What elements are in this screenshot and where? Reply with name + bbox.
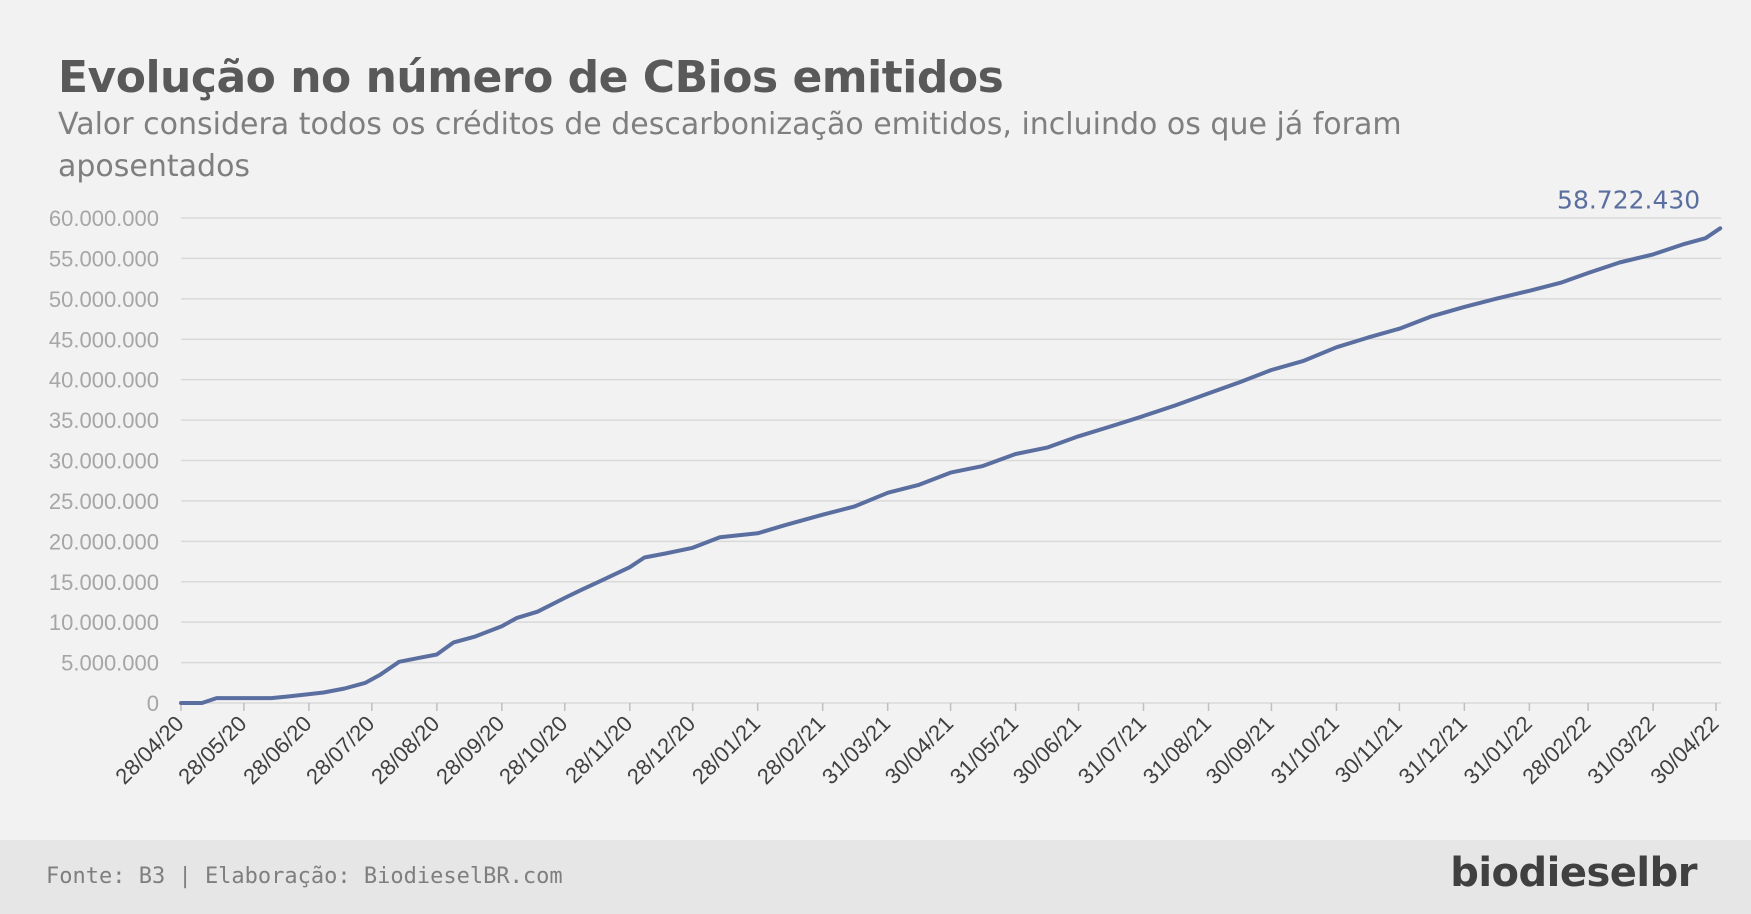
x-tick-label: 28/02/21 xyxy=(752,711,830,789)
series-line xyxy=(179,226,1723,705)
x-tick-label: 30/06/21 xyxy=(1008,711,1086,789)
data-label: 58.722.430 xyxy=(1557,185,1700,214)
gridlines xyxy=(181,217,1721,664)
y-tick-label: 40.000.000 xyxy=(49,368,159,393)
y-tick-label: 0 xyxy=(147,691,159,716)
x-tick-label: 31/05/21 xyxy=(945,711,1023,789)
x-tick-label: 30/09/21 xyxy=(1201,711,1279,789)
y-tick-label: 20.000.000 xyxy=(49,529,159,554)
data-labels: 58.722.430 xyxy=(1557,185,1700,214)
x-tick-label: 31/08/21 xyxy=(1138,711,1216,789)
y-tick-label: 25.000.000 xyxy=(49,489,159,514)
x-tick-label: 28/05/20 xyxy=(173,711,251,789)
y-tick-label: 50.000.000 xyxy=(49,287,159,312)
x-tick-label: 28/01/21 xyxy=(687,711,765,789)
y-tick-label: 30.000.000 xyxy=(49,449,159,474)
x-tick-label: 31/10/21 xyxy=(1266,711,1344,789)
y-tick-label: 15.000.000 xyxy=(49,570,159,595)
x-axis: 28/04/2028/05/2028/06/2028/07/2028/08/20… xyxy=(110,702,1724,789)
y-axis: 0 5.000.000 10.000.000 15.000.000 20.000.000… xyxy=(49,206,159,716)
y-tick-label: 10.000.000 xyxy=(49,610,159,635)
x-tick-label: 28/06/20 xyxy=(238,711,316,789)
x-tick-label: 30/04/21 xyxy=(880,711,958,789)
x-tick-label: 31/03/21 xyxy=(817,711,895,789)
x-tick-label: 30/11/21 xyxy=(1330,711,1407,788)
source-credit: Fonte: B3 | Elaboração: BiodieselBR.com xyxy=(46,864,563,889)
x-tick-label: 30/04/22 xyxy=(1645,711,1723,789)
x-tick-label: 31/03/22 xyxy=(1582,711,1660,789)
x-tick-label: 28/07/20 xyxy=(301,711,379,789)
x-tick-label: 28/10/20 xyxy=(494,711,572,789)
y-tick-label: 35.000.000 xyxy=(49,408,159,433)
line-chart: 0 5.000.000 10.000.000 15.000.000 20.000.000… xyxy=(49,185,1724,789)
x-tick-label: 28/12/20 xyxy=(622,711,700,789)
x-tick-label: 31/07/21 xyxy=(1073,711,1151,789)
chart-subtitle: Valor considera todos os créditos de des… xyxy=(58,107,1402,184)
y-tick-label: 55.000.000 xyxy=(49,246,159,271)
x-tick-label: 31/12/21 xyxy=(1394,711,1472,789)
x-tick-label: 28/08/20 xyxy=(366,711,444,789)
y-tick-label: 5.000.000 xyxy=(61,651,159,676)
y-tick-label: 60.000.000 xyxy=(49,206,159,231)
y-tick-label: 45.000.000 xyxy=(49,327,159,352)
brand-logo: biodieselbr xyxy=(1450,850,1697,896)
series-layer xyxy=(179,226,1723,705)
x-tick-label: 28/04/20 xyxy=(110,711,188,789)
chart-title: Evolução no número de CBios emitidos xyxy=(58,52,1004,103)
x-tick-label: 28/09/20 xyxy=(431,711,509,789)
footer: Fonte: B3 | Elaboração: BiodieselBR.com … xyxy=(0,840,1751,914)
